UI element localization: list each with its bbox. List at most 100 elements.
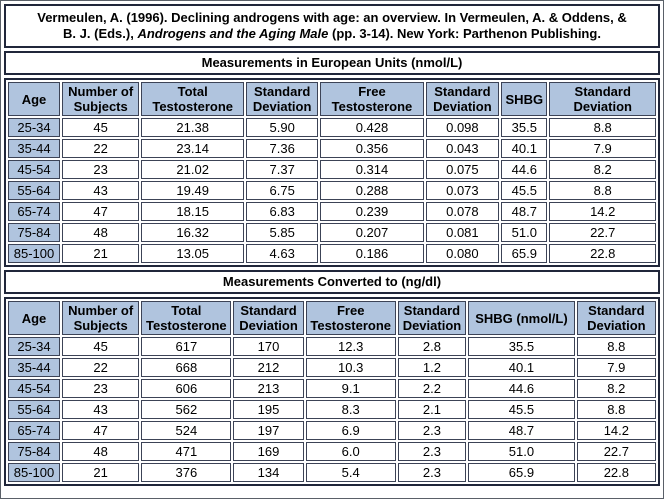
value-cell: 48: [61, 442, 140, 461]
value-cell: 170: [233, 337, 304, 356]
value-cell: 0.075: [425, 160, 500, 179]
value-cell: 65.9: [468, 463, 575, 482]
value-cell: 4.63: [246, 244, 319, 263]
value-cell: 22.8: [576, 463, 656, 482]
column-header: Standard Deviation: [576, 301, 656, 335]
age-cell: 65-74: [8, 421, 60, 440]
table-row: 75-84 48 471 169 6.0 2.3 51.0 22.7: [8, 442, 656, 461]
citation-suffix: (pp. 3-14). New York: Parthenon Publishi…: [328, 26, 601, 41]
value-cell: 45.5: [501, 181, 548, 200]
value-cell: 213: [233, 379, 304, 398]
value-cell: 45: [61, 118, 140, 137]
age-cell: 85-100: [8, 244, 60, 263]
value-cell: 21.02: [141, 160, 245, 179]
value-cell: 13.05: [141, 244, 245, 263]
value-cell: 7.9: [549, 139, 656, 158]
value-cell: 8.3: [305, 400, 396, 419]
value-cell: 2.1: [397, 400, 467, 419]
age-cell: 25-34: [8, 118, 60, 137]
value-cell: 195: [233, 400, 304, 419]
age-cell: 65-74: [8, 202, 60, 221]
table-body: 25-34 45 21.38 5.90 0.428 0.098 35.5 8.8 35-44 22…: [8, 118, 656, 263]
age-cell: 55-64: [8, 181, 60, 200]
value-cell: 471: [141, 442, 232, 461]
value-cell: 2.2: [397, 379, 467, 398]
value-cell: 6.0: [305, 442, 396, 461]
value-cell: 51.0: [501, 223, 548, 242]
age-cell: 55-64: [8, 400, 60, 419]
value-cell: 22.7: [549, 223, 656, 242]
value-cell: 48.7: [468, 421, 575, 440]
column-header: SHBG: [501, 82, 548, 116]
value-cell: 524: [141, 421, 232, 440]
column-header: Number of Subjects: [61, 82, 140, 116]
value-cell: 8.8: [549, 118, 656, 137]
column-header: Free Testosterone: [320, 82, 424, 116]
value-cell: 0.356: [320, 139, 424, 158]
value-cell: 47: [61, 421, 140, 440]
value-cell: 23: [61, 379, 140, 398]
column-header: Free Testosterone: [305, 301, 396, 335]
value-cell: 0.186: [320, 244, 424, 263]
value-cell: 7.36: [246, 139, 319, 158]
header-row: Age Number of Subjects Total Testosterone S…: [8, 301, 656, 335]
citation-prefix: Vermeulen, A. (1996). Declining androgen…: [37, 10, 627, 41]
value-cell: 16.32: [141, 223, 245, 242]
value-cell: 10.3: [305, 358, 396, 377]
column-header: Age: [8, 82, 60, 116]
value-cell: 2.8: [397, 337, 467, 356]
value-cell: 7.9: [576, 358, 656, 377]
value-cell: 8.8: [576, 337, 656, 356]
value-cell: 5.90: [246, 118, 319, 137]
value-cell: 23.14: [141, 139, 245, 158]
table-row: 55-64 43 19.49 6.75 0.288 0.073 45.5 8.8: [8, 181, 656, 200]
age-cell: 35-44: [8, 139, 60, 158]
table-row: 65-74 47 18.15 6.83 0.239 0.078 48.7 14.2: [8, 202, 656, 221]
value-cell: 562: [141, 400, 232, 419]
value-cell: 44.6: [468, 379, 575, 398]
column-header: Standard Deviation: [549, 82, 656, 116]
value-cell: 197: [233, 421, 304, 440]
value-cell: 43: [61, 181, 140, 200]
table-title-european-units: Measurements in European Units (nmol/L): [4, 51, 660, 75]
value-cell: 48: [61, 223, 140, 242]
value-cell: 8.8: [549, 181, 656, 200]
table-row: 45-54 23 21.02 7.37 0.314 0.075 44.6 8.2: [8, 160, 656, 179]
value-cell: 1.2: [397, 358, 467, 377]
table-body: 25-34 45 617 170 12.3 2.8 35.5 8.8 35-44 22 668 212…: [8, 337, 656, 482]
value-cell: 65.9: [501, 244, 548, 263]
value-cell: 606: [141, 379, 232, 398]
value-cell: 134: [233, 463, 304, 482]
column-header: Standard Deviation: [233, 301, 304, 335]
value-cell: 2.3: [397, 421, 467, 440]
value-cell: 376: [141, 463, 232, 482]
citation-text: Vermeulen, A. (1996). Declining androgen…: [4, 4, 660, 48]
column-header: Standard Deviation: [246, 82, 319, 116]
value-cell: 40.1: [501, 139, 548, 158]
value-cell: 0.081: [425, 223, 500, 242]
value-cell: 21: [61, 244, 140, 263]
value-cell: 6.83: [246, 202, 319, 221]
value-cell: 0.314: [320, 160, 424, 179]
value-cell: 48.7: [501, 202, 548, 221]
value-cell: 35.5: [501, 118, 548, 137]
value-cell: 43: [61, 400, 140, 419]
value-cell: 0.428: [320, 118, 424, 137]
value-cell: 47: [61, 202, 140, 221]
value-cell: 19.49: [141, 181, 245, 200]
value-cell: 51.0: [468, 442, 575, 461]
table-row: 55-64 43 562 195 8.3 2.1 45.5 8.8: [8, 400, 656, 419]
value-cell: 22.8: [549, 244, 656, 263]
header-row: Age Number of Subjects Total Testosterone S…: [8, 82, 656, 116]
table-row: 35-44 22 23.14 7.36 0.356 0.043 40.1 7.9: [8, 139, 656, 158]
age-cell: 35-44: [8, 358, 60, 377]
value-cell: 212: [233, 358, 304, 377]
value-cell: 2.3: [397, 463, 467, 482]
age-cell: 45-54: [8, 160, 60, 179]
table-header: Age Number of Subjects Total Testosterone S…: [8, 82, 656, 116]
age-cell: 25-34: [8, 337, 60, 356]
table-title-converted-units: Measurements Converted to (ng/dl): [4, 270, 660, 294]
value-cell: 21.38: [141, 118, 245, 137]
value-cell: 22: [61, 358, 140, 377]
